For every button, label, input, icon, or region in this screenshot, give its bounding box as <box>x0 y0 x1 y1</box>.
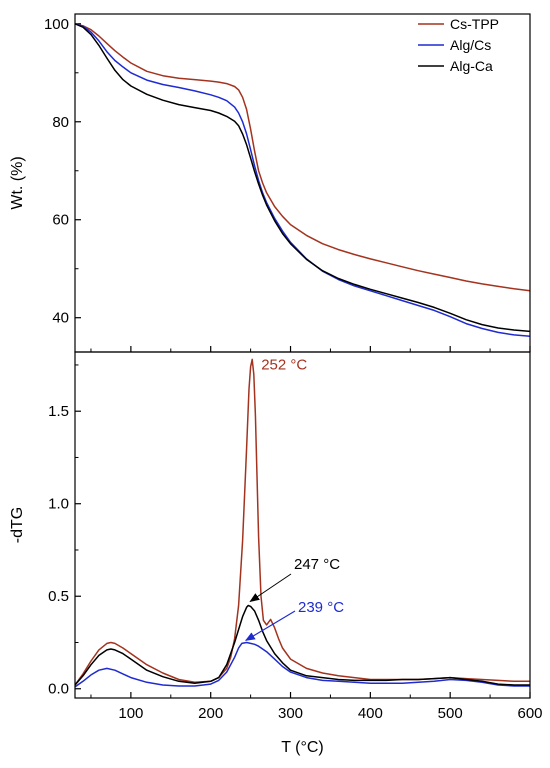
x-tick-label: 200 <box>198 705 223 722</box>
series-line-alg-ca <box>74 23 531 333</box>
peak-arrow-alg-cs <box>244 610 296 641</box>
y-tick-label: 80 <box>52 114 69 131</box>
bottom-panel-frame <box>74 351 531 699</box>
y-tick-label: 0.5 <box>48 588 69 605</box>
series-line-alg-cs <box>74 641 530 688</box>
series-line-cs-tpp <box>74 358 530 686</box>
peak-arrow-alg-ca <box>249 573 292 603</box>
weight-loss-panel: 40 60 80 100 Wt. (%) Cs-TPP Alg/Cs Alg-Ca <box>9 13 531 353</box>
bottom-y-axis-title: -dTG <box>9 507 26 543</box>
legend: Cs-TPP Alg/Cs Alg-Ca <box>418 16 499 74</box>
peak-label-alg-cs: 239 °C <box>298 599 344 616</box>
series-line-cs-tpp <box>74 23 531 292</box>
y-tick-label: 100 <box>44 16 69 33</box>
top-y-axis-title: Wt. (%) <box>9 156 26 209</box>
legend-label: Alg-Ca <box>450 58 493 74</box>
peak-label-alg-ca: 247 °C <box>294 556 340 573</box>
y-tick-label: 0.0 <box>48 681 69 698</box>
series-line-alg-ca <box>74 604 530 686</box>
x-axis-title: T (°C) <box>281 739 324 756</box>
legend-label: Alg/Cs <box>450 37 491 53</box>
x-tick-label: 100 <box>118 705 143 722</box>
x-tick-label: 300 <box>278 705 303 722</box>
y-tick-label: 1.5 <box>48 403 69 420</box>
x-tick-label: 500 <box>438 705 463 722</box>
legend-label: Cs-TPP <box>450 16 499 32</box>
y-tick-label: 40 <box>52 310 69 327</box>
y-tick-label: 1.0 <box>48 496 69 513</box>
y-tick-label: 60 <box>52 212 69 229</box>
series-line-alg-cs <box>74 23 531 338</box>
dtg-panel: 0.0 0.5 1.0 1.5 100 200 300 400 500 600 -dTG 252 … <box>9 351 543 722</box>
x-tick-label: 400 <box>358 705 383 722</box>
peak-label-cs-tpp: 252 °C <box>261 356 307 373</box>
x-tick-label: 600 <box>517 705 542 722</box>
